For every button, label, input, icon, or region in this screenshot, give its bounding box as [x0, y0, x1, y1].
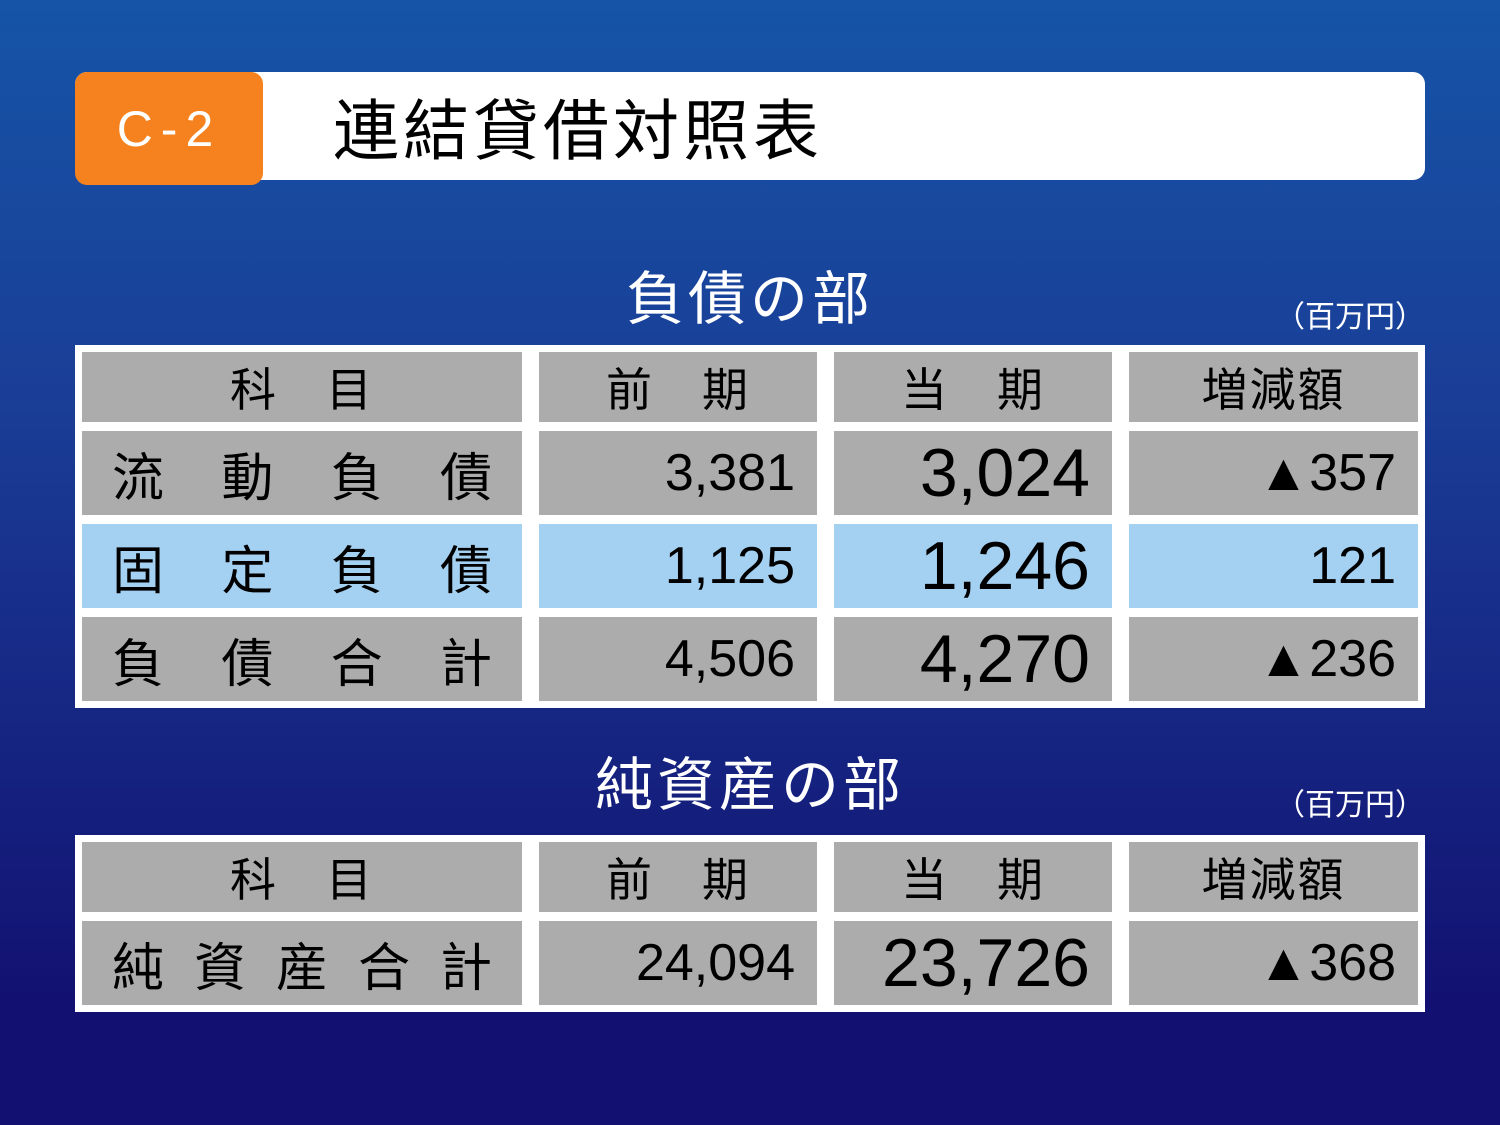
column-header-item-label: 科 目 [230, 854, 374, 906]
current-liabilities-change-value: ▲357 [1129, 431, 1418, 515]
slide-number-label: C-2 [116, 100, 222, 157]
total-liabilities-change-value: ▲236 [1129, 617, 1418, 701]
column-header-previous-period: 前 期 [539, 842, 817, 912]
column-header-previous-period-label: 前 期 [606, 364, 750, 416]
section-liabilities-title: 負債の部 [625, 267, 874, 332]
current-liabilities-previous-value: 3,381 [539, 431, 817, 515]
section-liabilities-head: 負債の部 （百万円） [75, 252, 1425, 336]
net-assets-table: 科 目 前 期 当 期 増減額 純 資 産 合 計 24,094 23,726 … [75, 835, 1425, 1012]
total-liabilities-current-value: 4,270 [834, 617, 1112, 701]
fixed-liabilities-previous-value: 1,125 [539, 524, 817, 608]
row-total-net-assets-label: 純 資 産 合 計 [82, 921, 522, 1005]
row-current-liabilities-label: 流 動 負 債 [82, 431, 522, 515]
column-header-current-period-label: 当 期 [901, 854, 1045, 906]
column-header-current-period: 当 期 [834, 842, 1112, 912]
total-liabilities-previous-value: 4,506 [539, 617, 817, 701]
column-header-current-period-label: 当 期 [901, 364, 1045, 416]
column-header-change: 増減額 [1129, 842, 1418, 912]
current-liabilities-current-value: 3,024 [834, 431, 1112, 515]
total-net-assets-change-value: ▲368 [1129, 921, 1418, 1005]
column-header-previous-period: 前 期 [539, 352, 817, 422]
row-total-liabilities-label: 負 債 合 計 [82, 617, 522, 701]
page-title: 連結貸借対照表 [333, 94, 823, 168]
column-header-item: 科 目 [82, 842, 522, 912]
column-header-change-label: 増減額 [1201, 364, 1346, 416]
unit-note-net-assets: （百万円） [1275, 789, 1425, 822]
liabilities-table: 科 目 前 期 当 期 増減額 流 動 負 債 3,381 3,024 ▲357… [75, 345, 1425, 708]
section-net-assets-head: 純資産の部 （百万円） [75, 738, 1425, 822]
column-header-item-label: 科 目 [230, 364, 374, 416]
column-header-current-period: 当 期 [834, 352, 1112, 422]
title-bar: C-2 連結貸借対照表 [75, 72, 1425, 185]
total-net-assets-previous-value: 24,094 [539, 921, 817, 1005]
row-fixed-liabilities-label: 固 定 負 債 [82, 524, 522, 608]
fixed-liabilities-current-value: 1,246 [834, 524, 1112, 608]
column-header-previous-period-label: 前 期 [606, 854, 750, 906]
slide-number-badge: C-2 [75, 72, 263, 185]
section-net-assets-title: 純資産の部 [594, 753, 905, 818]
total-net-assets-current-value: 23,726 [834, 921, 1112, 1005]
column-header-item: 科 目 [82, 352, 522, 422]
fixed-liabilities-change-value: 121 [1129, 524, 1418, 608]
column-header-change-label: 増減額 [1201, 854, 1346, 906]
column-header-change: 増減額 [1129, 352, 1418, 422]
unit-note-liabilities: （百万円） [1275, 301, 1425, 334]
